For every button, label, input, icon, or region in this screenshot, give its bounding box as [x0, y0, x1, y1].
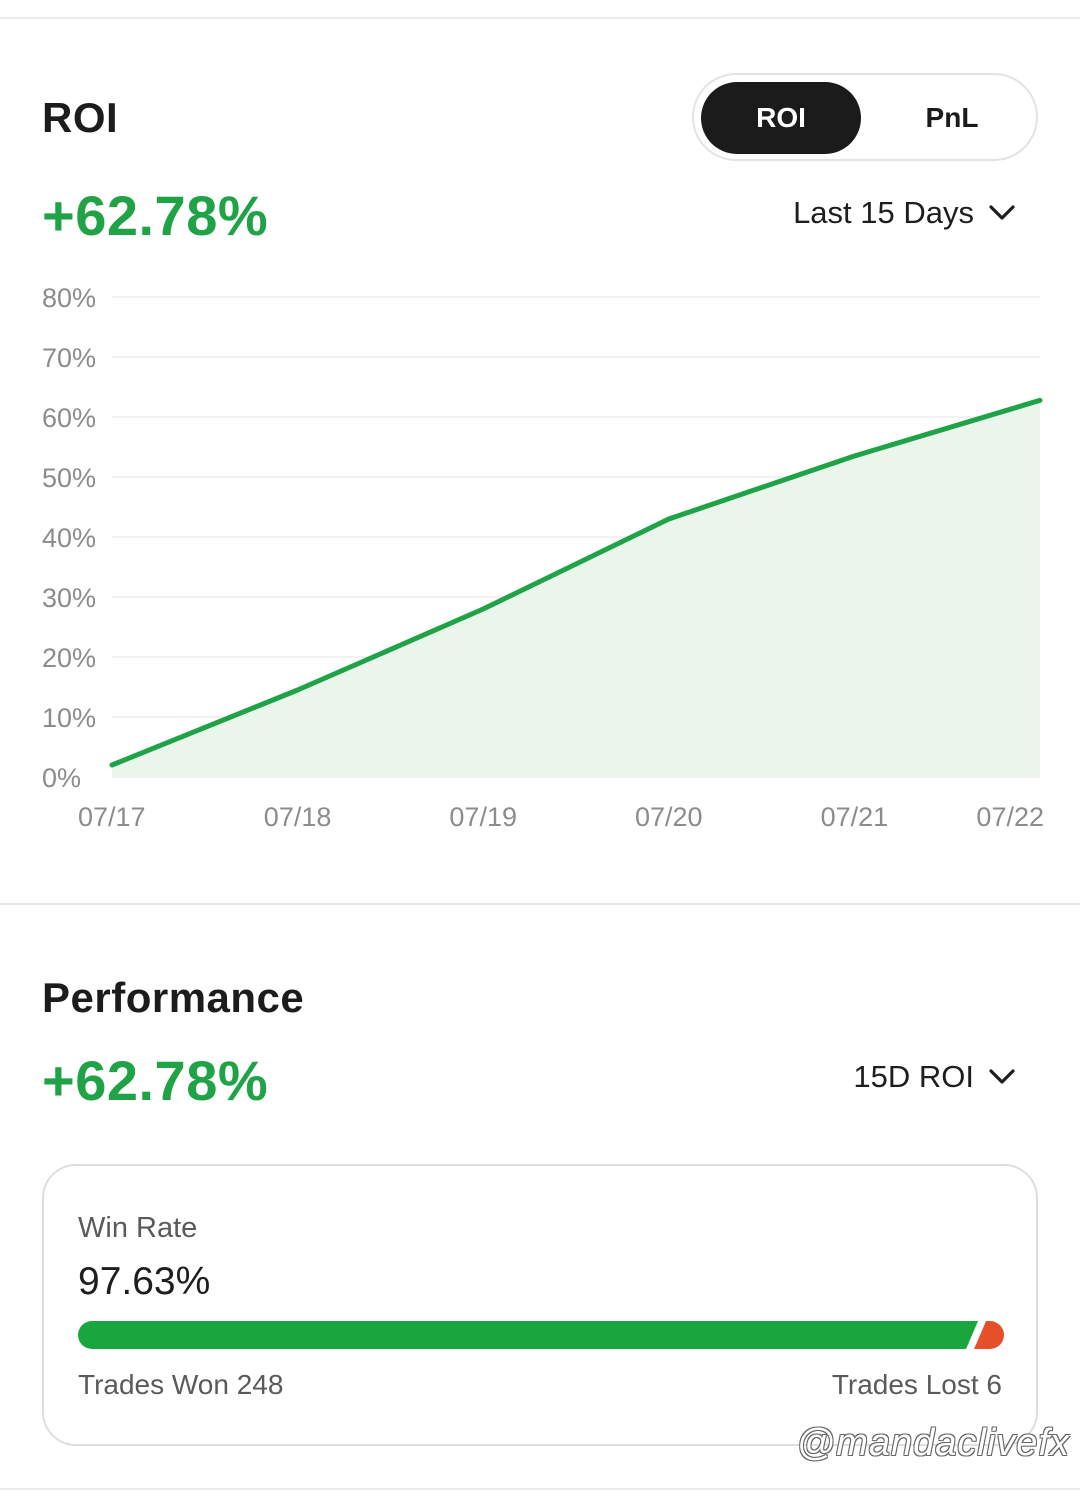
- y-tick-label: 80%: [42, 283, 96, 313]
- win-loss-bar: [78, 1321, 1004, 1349]
- roi-chart: 0% 10% 20% 30% 40% 50% 60% 70% 80% 07/17 07/18 07/1…: [42, 283, 1044, 832]
- y-tick-label: 70%: [42, 343, 96, 373]
- toggle-pnl-option[interactable]: PnL: [925, 102, 979, 133]
- x-tick-label: 07/18: [264, 802, 332, 832]
- y-tick-label: 60%: [42, 403, 96, 433]
- y-tick-label: 20%: [42, 643, 96, 673]
- trades-lost: Trades Lost 6: [831, 1369, 1002, 1400]
- x-tick-label: 07/19: [449, 802, 517, 832]
- roi-line: [109, 397, 1043, 768]
- y-tick-label: 50%: [42, 463, 96, 493]
- roi-title: ROI: [42, 94, 119, 141]
- win-rate-value: 97.63%: [78, 1260, 211, 1303]
- x-tick-label: 07/20: [635, 802, 703, 832]
- metric-dropdown-label: 15D ROI: [853, 1059, 974, 1094]
- x-tick-label: 07/22: [976, 802, 1044, 832]
- range-dropdown-label: Last 15 Days: [793, 195, 974, 230]
- chevron-down-icon: [989, 205, 1015, 220]
- x-tick-label: 07/17: [78, 802, 146, 832]
- y-tick-label: 0%: [42, 763, 81, 793]
- performance-title: Performance: [42, 974, 305, 1021]
- trades-won-segment: [78, 1321, 979, 1349]
- bottom-divider: [0, 1488, 1080, 1490]
- chevron-down-icon: [989, 1069, 1015, 1084]
- win-rate-card: Win Rate 97.63% Trades Won 248 Trades Lo…: [42, 1164, 1038, 1446]
- y-tick-label: 30%: [42, 583, 96, 613]
- range-dropdown[interactable]: Last 15 Days: [793, 195, 1016, 231]
- top-divider: [0, 17, 1080, 19]
- y-tick-label: 40%: [42, 523, 96, 553]
- watermark: @mandaclivefx: [796, 1422, 1070, 1464]
- y-tick-label: 10%: [42, 703, 96, 733]
- win-rate-label: Win Rate: [78, 1212, 198, 1244]
- trades-won: Trades Won 248: [78, 1369, 284, 1400]
- section-divider: [0, 903, 1080, 905]
- performance-value: +62.78%: [42, 1049, 269, 1112]
- roi-value: +62.78%: [42, 184, 269, 247]
- metric-dropdown[interactable]: 15D ROI: [853, 1059, 1016, 1095]
- roi-area-fill: [112, 400, 1040, 777]
- trades-lost-segment: [974, 1321, 1004, 1349]
- toggle-roi-option[interactable]: ROI: [701, 82, 861, 154]
- roi-pnl-toggle[interactable]: ROI PnL: [692, 73, 1038, 161]
- x-tick-label: 07/21: [821, 802, 889, 832]
